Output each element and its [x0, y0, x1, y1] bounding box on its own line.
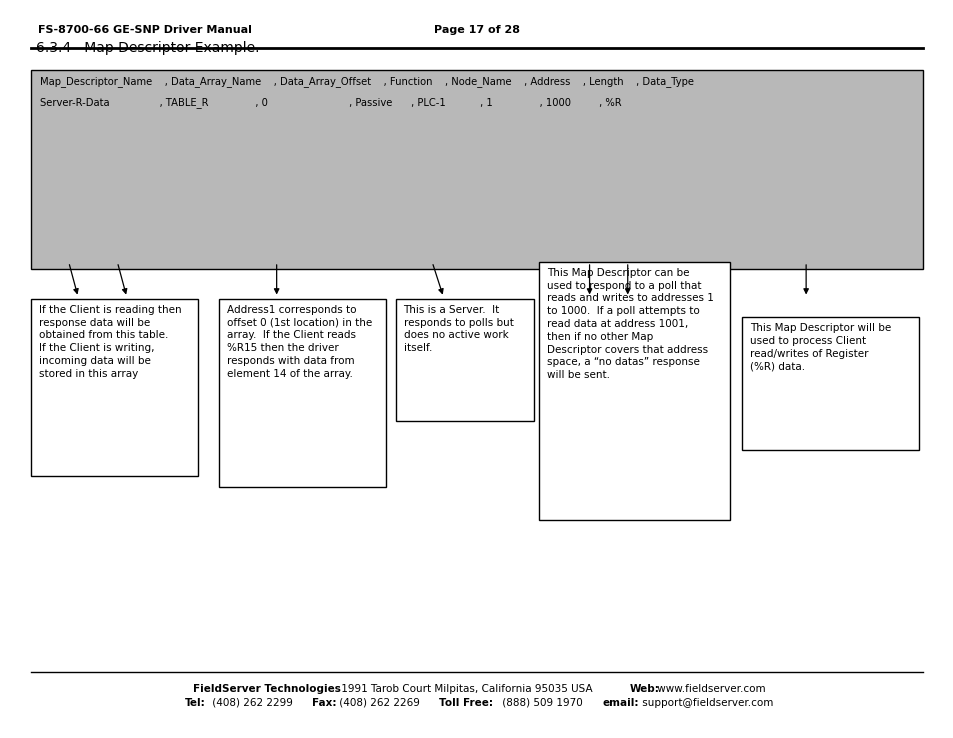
Text: support@fieldserver.com: support@fieldserver.com [638, 697, 772, 708]
Text: Map_Descriptor_Name    , Data_Array_Name    , Data_Array_Offset    , Function   : Map_Descriptor_Name , Data_Array_Name , … [40, 76, 694, 87]
Text: Server-R-Data                , TABLE_R               , 0                        : Server-R-Data , TABLE_R , 0 [40, 97, 621, 108]
Text: (888) 509 1970: (888) 509 1970 [498, 697, 592, 708]
Text: FieldServer Technologies: FieldServer Technologies [193, 684, 341, 694]
Text: If the Client is reading then
response data will be
obtained from this table.
If: If the Client is reading then response d… [39, 305, 182, 379]
Text: (408) 262 2269: (408) 262 2269 [335, 697, 429, 708]
Text: Web:: Web: [629, 684, 659, 694]
Text: FS-8700-66 GE-SNP Driver Manual: FS-8700-66 GE-SNP Driver Manual [38, 25, 252, 35]
Text: Page 17 of 28: Page 17 of 28 [434, 25, 519, 35]
Text: 6.3.4   Map Descriptor Example.: 6.3.4 Map Descriptor Example. [36, 41, 259, 55]
Text: This Map Descriptor can be
used to respond to a poll that
reads and writes to ad: This Map Descriptor can be used to respo… [546, 268, 713, 380]
Text: (408) 262 2299: (408) 262 2299 [209, 697, 302, 708]
Bar [31, 70, 922, 269]
Text: www.fieldserver.com: www.fieldserver.com [654, 684, 765, 694]
Bar [219, 299, 386, 487]
Bar [538, 262, 729, 520]
Text: Toll Free:: Toll Free: [438, 697, 493, 708]
Text: 1991 Tarob Court Milpitas, California 95035 USA: 1991 Tarob Court Milpitas, California 95… [337, 684, 601, 694]
Text: This is a Server.  It
responds to polls but
does no active work
itself.: This is a Server. It responds to polls b… [403, 305, 513, 354]
Text: Tel:: Tel: [185, 697, 205, 708]
Bar [395, 299, 534, 421]
Text: email:: email: [602, 697, 639, 708]
Text: Fax:: Fax: [312, 697, 336, 708]
Bar [31, 299, 198, 476]
Bar [741, 317, 918, 450]
Text: Address1 corresponds to
offset 0 (1st location) in the
array.  If the Client rea: Address1 corresponds to offset 0 (1st lo… [227, 305, 372, 379]
Text: This Map Descriptor will be
used to process Client
read/writes of Register
(%R) : This Map Descriptor will be used to proc… [749, 323, 890, 372]
